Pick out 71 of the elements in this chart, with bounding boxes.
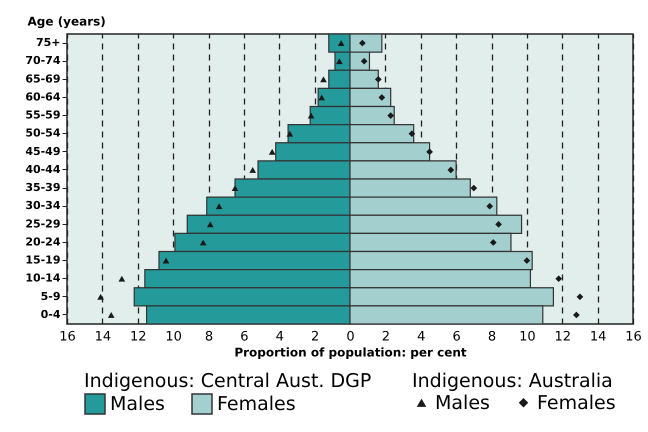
x-tick-label: 0 <box>346 330 355 344</box>
point <box>387 112 394 119</box>
x-tick-label: 12 <box>130 330 147 344</box>
point <box>573 312 580 318</box>
legend-label: Males <box>435 392 490 414</box>
y-tick-label: 25-29 <box>25 217 60 230</box>
point <box>216 203 222 210</box>
x-tick-label: 10 <box>165 330 182 344</box>
x-tick-label: 6 <box>452 330 461 344</box>
point <box>374 76 382 83</box>
y-axis-title: Age (years) <box>28 14 106 28</box>
point <box>308 112 314 118</box>
point <box>378 94 386 101</box>
point <box>490 239 497 246</box>
point <box>486 202 494 210</box>
y-tick-label: 30-34 <box>25 199 61 212</box>
x-tick-label: 6 <box>240 330 249 344</box>
point <box>447 166 454 174</box>
y-tick-label: 20-24 <box>25 235 61 248</box>
x-tick-label: 16 <box>625 330 642 344</box>
point <box>318 94 326 100</box>
y-tick-label: 60-64 <box>25 90 61 104</box>
y-tick-label: 0-4 <box>40 308 61 321</box>
point <box>426 148 433 156</box>
point <box>524 257 530 264</box>
y-tick-label: 50-54 <box>25 126 61 140</box>
point <box>470 184 478 192</box>
x-tick-label: 2 <box>382 330 390 344</box>
point <box>249 167 256 173</box>
point <box>359 40 366 46</box>
text: Indigenous: Australia <box>412 370 613 392</box>
y-tick-label: 75+ <box>36 36 60 50</box>
point <box>320 76 327 82</box>
y-tick-label: 65-69 <box>25 72 60 86</box>
y-tick-label: 15-19 <box>25 254 60 267</box>
x-tick-label: 10 <box>519 330 536 344</box>
point <box>162 258 170 264</box>
x-tick-label: 2 <box>310 330 320 344</box>
y-tick-label: 40-44 <box>25 162 61 176</box>
x-tick-label: 12 <box>554 330 572 344</box>
x-tick-label: 4 <box>276 330 284 344</box>
x-tick-label: 16 <box>59 330 76 344</box>
y-tick-label: 55-59 <box>25 108 60 122</box>
point <box>495 220 502 228</box>
legend-label: Females <box>537 392 616 414</box>
point <box>232 185 238 191</box>
point <box>555 275 562 282</box>
y-tick-label: 5-9 <box>40 290 60 303</box>
y-tick-label: 10-14 <box>25 272 61 285</box>
y-tick-label: 70-74 <box>25 54 61 68</box>
x-tick-label: 14 <box>94 330 112 344</box>
x-tick-label: 8 <box>204 330 214 344</box>
point <box>97 294 104 300</box>
point <box>118 276 126 282</box>
point <box>286 130 294 137</box>
x-tick-label: 14 <box>590 330 606 344</box>
point <box>360 58 368 65</box>
legend-label: Females <box>217 393 296 415</box>
x-tick-label: 8 <box>488 330 496 344</box>
point <box>408 130 416 138</box>
y-tick-label: 35-39 <box>25 181 60 194</box>
legend-label: Males <box>110 393 165 415</box>
text: Indigenous: Central Aust. DGP <box>84 370 372 392</box>
point <box>200 240 207 246</box>
point <box>576 293 584 300</box>
y-tick-label: 45-49 <box>25 144 60 158</box>
x-axis-title: Proportion of population: per cent <box>234 346 467 360</box>
point <box>268 148 276 155</box>
point <box>108 312 115 318</box>
point <box>206 221 214 228</box>
x-tick-label: 4 <box>417 330 426 344</box>
